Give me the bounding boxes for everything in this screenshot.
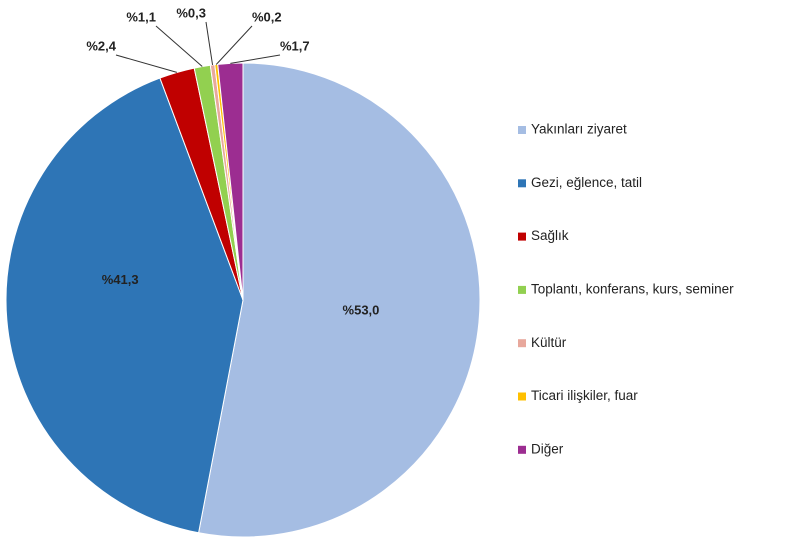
data-label: %0,2 — [252, 9, 282, 24]
legend-label: Diğer — [531, 441, 564, 456]
data-label: %0,3 — [176, 5, 206, 20]
legend-swatch — [518, 392, 526, 401]
legend-swatch — [518, 232, 526, 241]
legend-label: Toplantı, konferans, kurs, seminer — [531, 281, 734, 296]
data-label: %1,7 — [280, 38, 310, 53]
legend-swatch — [518, 339, 526, 348]
leader-line — [155, 25, 203, 67]
pie-slice — [5, 77, 244, 534]
legend-label: Kültür — [531, 335, 567, 350]
data-label: %41,3 — [102, 272, 139, 287]
data-label: %53,0 — [343, 303, 380, 318]
legend-label: Yakınları ziyaret — [531, 122, 627, 137]
legend-label: Ticari ilişkiler, fuar — [531, 388, 638, 403]
legend-swatch — [518, 179, 526, 188]
legend-swatch — [518, 285, 526, 294]
data-label: %1,1 — [126, 9, 156, 24]
leader-line — [115, 54, 178, 73]
leader-line — [215, 25, 253, 65]
leader-line — [205, 21, 214, 66]
legend-label: Sağlık — [531, 228, 569, 243]
legend-swatch — [518, 126, 526, 134]
data-label: %2,4 — [86, 38, 116, 53]
legend-swatch — [518, 445, 526, 454]
pie-slice — [217, 62, 244, 301]
legend-label: Gezi, eğlence, tatil — [531, 175, 642, 190]
leader-line — [230, 54, 281, 64]
pie-slice — [198, 62, 481, 538]
